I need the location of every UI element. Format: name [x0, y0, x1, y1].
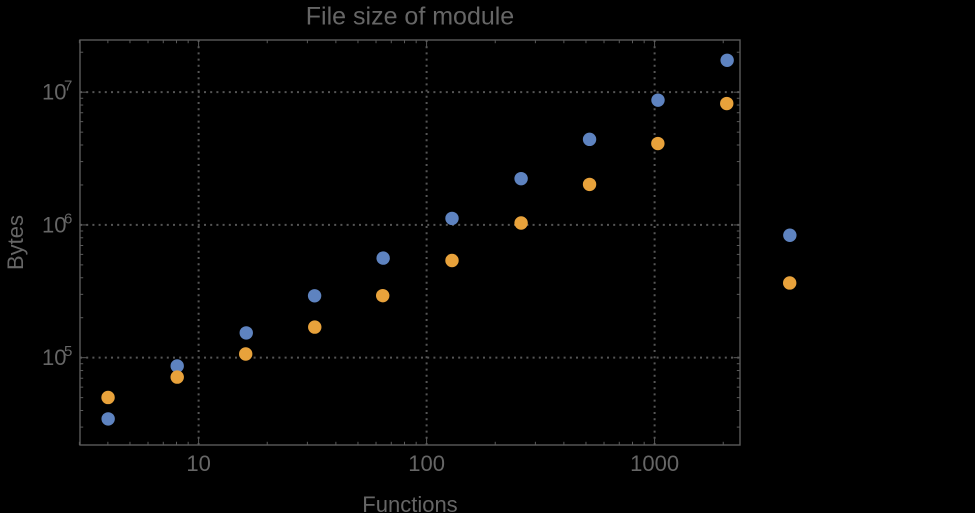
svg-text:Bytes: Bytes: [3, 215, 28, 270]
svg-text:10: 10: [42, 80, 66, 105]
svg-text:1000: 1000: [630, 451, 679, 476]
svg-text:File size of module: File size of module: [306, 3, 514, 31]
svg-text:10: 10: [186, 451, 210, 476]
svg-text:6: 6: [64, 210, 72, 227]
svg-text:10: 10: [42, 212, 66, 237]
svg-text:Functions: Functions: [362, 492, 457, 513]
svg-text:10: 10: [42, 345, 66, 370]
svg-text:7: 7: [64, 78, 72, 95]
svg-text:100: 100: [408, 451, 445, 476]
svg-text:5: 5: [64, 343, 72, 360]
